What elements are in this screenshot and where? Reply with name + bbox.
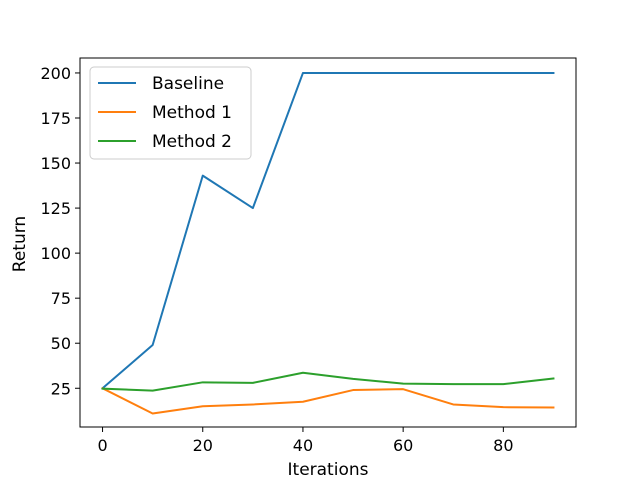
x-tick-label: 60: [393, 436, 413, 455]
x-tick-label: 40: [293, 436, 313, 455]
legend-box: [89, 66, 252, 160]
x-tick-label: 20: [193, 436, 213, 455]
y-tick-label: 100: [40, 244, 71, 263]
legend-label: Method 2: [152, 132, 232, 152]
series-layer: [101, 71, 555, 415]
y-tick-label: 175: [40, 109, 71, 128]
y-tick-label: 150: [40, 154, 71, 173]
series-line-3: [101, 371, 555, 392]
x-tick-label: 0: [97, 436, 107, 455]
legend-label: Method 1: [152, 103, 232, 123]
x-axis-label: Iterations: [288, 460, 369, 480]
y-tick-label: 25: [51, 379, 71, 398]
y-tick-label: 75: [51, 289, 71, 308]
y-axis-label: Return: [10, 216, 30, 272]
axes-frame: [79, 57, 577, 428]
series-line-1: [101, 71, 555, 390]
y-tick-label: 50: [51, 334, 71, 353]
legend-label: Baseline: [152, 74, 224, 94]
y-tick-label: 200: [40, 64, 71, 83]
x-tick-label: 80: [493, 436, 513, 455]
axes-layer: 0 20 40 60 80 25 50 75 100 125 150 175 200: [40, 57, 577, 455]
legend: Baseline Method 1 Method 2: [89, 66, 252, 160]
series-line-2: [101, 386, 555, 415]
y-tick-label: 125: [40, 199, 71, 218]
